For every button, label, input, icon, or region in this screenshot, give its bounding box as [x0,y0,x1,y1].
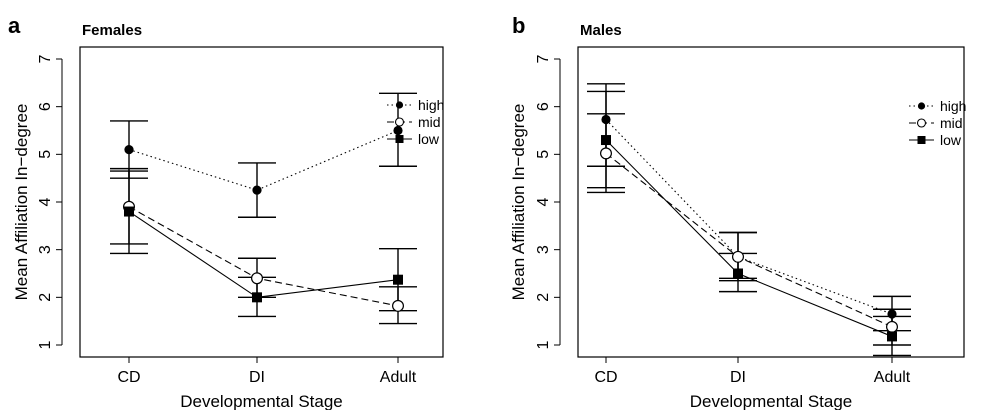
y-tick-label: 3 [37,245,54,254]
legend-label-high: high [940,98,966,114]
y-tick-label: 1 [37,340,54,349]
data-point-mid [599,147,612,160]
legend-marker-high [917,102,926,110]
x-tick-label: DI [249,369,265,386]
data-point-high [124,144,134,155]
panel-letter: a [8,13,21,38]
data-point-low [601,135,611,146]
data-point-high [887,309,897,319]
data-point-low [393,274,403,285]
y-tick-label: 7 [535,54,552,63]
x-tick-label: DI [730,369,746,386]
x-axis-title: Developmental Stage [690,392,853,410]
y-axis-title: Mean Affiliation In−degree [509,104,528,301]
x-axis: CD DI Adult [594,357,911,386]
data-point-low [733,268,743,279]
legend-marker-mid [394,117,405,127]
y-axis-title: Mean Affiliation In−degree [12,104,31,301]
data-point-high [393,125,403,136]
series-line-high [605,119,893,315]
y-tick-label: 3 [535,245,552,254]
legend-label-mid: mid [940,115,963,131]
data-point-low [887,331,897,342]
x-axis-title: Developmental Stage [180,392,343,410]
series-line-high [128,129,399,191]
y-axis: 1 2 3 4 5 6 7 [535,54,561,349]
legend-marker-low [917,136,926,144]
series-line-mid [128,206,399,307]
legend-label-high: high [418,97,444,113]
series-line-mid [605,152,893,328]
y-axis: 1 2 3 4 5 6 7 [37,54,63,349]
y-tick-label: 2 [535,293,552,302]
legend-label-low: low [940,132,962,148]
y-tick-label: 5 [37,150,54,159]
y-tick-label: 2 [37,293,54,302]
x-tick-label: CD [117,369,140,386]
data-point-high [601,114,611,125]
panel-letter: b [512,13,525,38]
legend-label-low: low [418,131,440,147]
data-point-mid [731,250,744,263]
data-point-low [252,292,262,303]
legend-marker-low [395,135,404,143]
x-tick-label: CD [594,369,617,386]
legend-marker-high [395,101,404,109]
x-tick-label: Adult [380,369,417,386]
chart-title: Males [580,22,622,39]
y-tick-label: 6 [37,102,54,111]
legend-marker-mid [916,118,927,128]
y-tick-label: 5 [535,150,552,159]
y-tick-label: 6 [535,102,552,111]
x-tick-label: Adult [874,369,911,386]
plot-frame [79,46,444,358]
plot-area [110,92,417,325]
data-point-high [252,185,262,195]
y-tick-label: 4 [535,197,552,206]
series-line-low [128,211,399,298]
data-point-mid [885,320,898,333]
chart-title: Females [82,22,142,39]
legend-label-mid: mid [418,114,441,130]
y-tick-label: 4 [37,197,54,206]
plot-frame [577,46,965,358]
data-point-low [124,206,134,217]
y-tick-label: 1 [535,340,552,349]
plot-area [587,83,911,357]
y-tick-label: 7 [37,54,54,63]
data-point-mid [251,272,264,285]
x-axis: CD DI Adult [117,357,417,386]
data-point-mid [392,299,405,312]
